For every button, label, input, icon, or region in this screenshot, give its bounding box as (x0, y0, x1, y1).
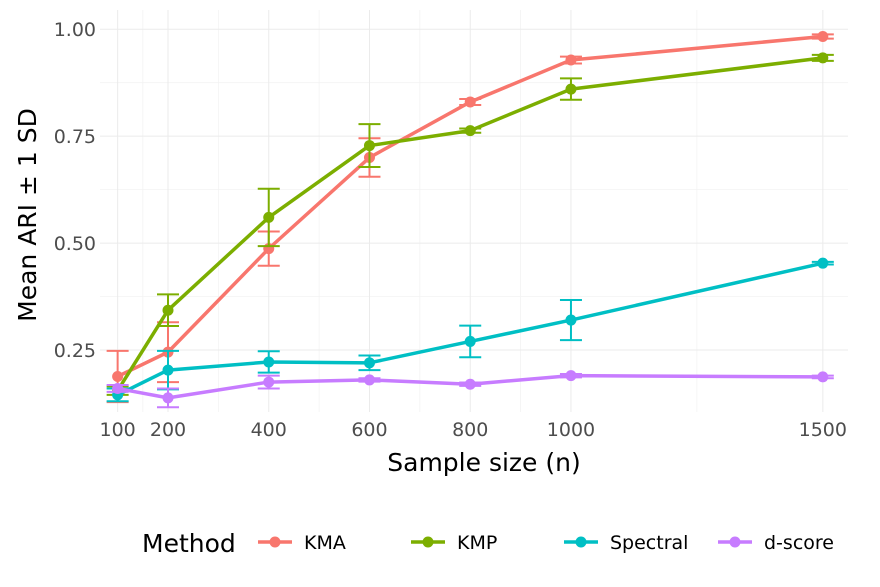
legend-label: d-score (764, 532, 834, 554)
data-point (817, 371, 829, 383)
data-point (464, 96, 476, 108)
data-point (162, 364, 174, 376)
legend-key-point (422, 536, 434, 548)
data-point (464, 335, 476, 347)
x-axis-ticks: 100 200 400 600 800 1000 1500 (99, 419, 846, 441)
x-tick-label: 100 (99, 419, 135, 441)
series-spectral (106, 257, 834, 403)
legend-key-point (269, 536, 281, 548)
y-tick-label: 0.50 (54, 233, 96, 255)
data-point (112, 382, 124, 394)
data-point (263, 376, 275, 388)
series-d-score (106, 370, 834, 409)
legend-key-point (575, 536, 587, 548)
data-point (565, 83, 577, 95)
legend-item-kmp: KMP (411, 532, 497, 554)
data-point (565, 54, 577, 66)
data-point (464, 378, 476, 390)
x-tick-label: 1000 (547, 419, 595, 441)
series-layer (106, 31, 834, 409)
data-point (112, 371, 124, 383)
data-point (363, 374, 375, 386)
legend-item-spectral: Spectral (564, 532, 688, 554)
data-point (565, 314, 577, 326)
x-tick-label: 800 (452, 419, 488, 441)
legend-item-d-score: d-score (718, 532, 834, 554)
data-point (263, 211, 275, 223)
x-tick-label: 600 (351, 419, 387, 441)
y-tick-label: 0.75 (54, 126, 96, 148)
data-point (263, 356, 275, 368)
data-point (363, 357, 375, 369)
legend-label: Spectral (610, 532, 688, 554)
legend-title: Method (142, 529, 236, 558)
data-point (817, 31, 829, 43)
y-axis-title: Mean ARI ± 1 SD (13, 108, 42, 322)
legend: Method KMA KMP Spectral d-score (142, 529, 834, 558)
y-axis-ticks: 0.25 0.50 0.75 1.00 (54, 19, 96, 362)
legend-item-kma: KMA (258, 532, 346, 554)
data-point (464, 125, 476, 137)
x-tick-label: 400 (251, 419, 287, 441)
x-tick-label: 200 (150, 419, 186, 441)
x-axis-title: Sample size (n) (387, 448, 580, 477)
data-point (565, 370, 577, 382)
data-point (817, 52, 829, 64)
data-point (162, 304, 174, 316)
data-point (162, 392, 174, 404)
y-tick-label: 0.25 (54, 340, 96, 362)
data-point (817, 257, 829, 269)
legend-label: KMP (457, 532, 497, 554)
data-point (363, 140, 375, 152)
x-tick-label: 1500 (799, 419, 847, 441)
major-gridlines (100, 10, 848, 412)
legend-label: KMA (304, 532, 346, 554)
minor-gridlines (100, 10, 848, 412)
legend-key-point (729, 536, 741, 548)
y-tick-label: 1.00 (54, 19, 96, 41)
